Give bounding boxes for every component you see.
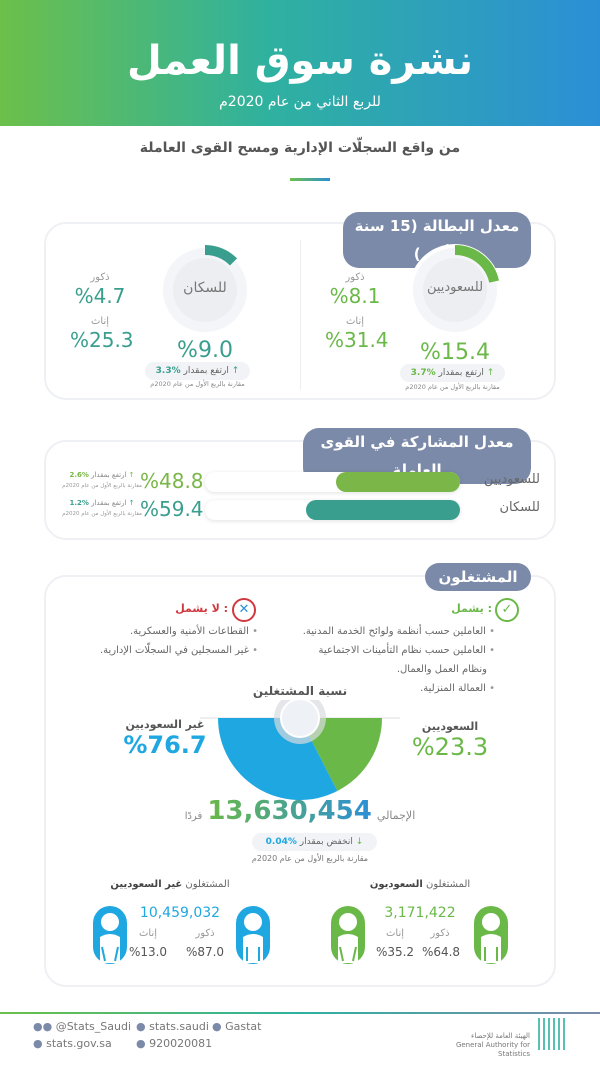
- facebook-link[interactable]: ● stats.saudi: [136, 1020, 209, 1033]
- participation-row-label: للسعوديين: [483, 472, 540, 487]
- facebook-icon: ●: [136, 1020, 146, 1033]
- hub: [280, 700, 320, 738]
- saudi-slice: [300, 718, 382, 792]
- saudi-employed-count: 3,171,422: [384, 905, 456, 921]
- saudi-unemployment-donut: [409, 244, 501, 336]
- participation-row-label: للسكان: [499, 500, 540, 515]
- includes-item: ونظام العمل والعمال.: [396, 664, 487, 675]
- population-females-value: %25.3: [70, 328, 134, 352]
- compare-note: مقارنة بالربع الأول من عام 2020م: [62, 511, 142, 517]
- non-saudi-ratio-value: %76.7: [123, 731, 207, 759]
- saudi-label: للسعوديين: [426, 280, 484, 295]
- excludes-list: القطاعات الأمنية والعسكرية.غير المسجلين …: [80, 622, 258, 660]
- saudi-females-value: %31.4: [325, 328, 389, 352]
- saudi-employed-title: المشتغلون السعوديون: [369, 879, 471, 890]
- population-unemployment-donut: [159, 244, 251, 336]
- linkedin-link[interactable]: ● Gastat: [212, 1020, 262, 1033]
- includes-item: العمالة المنزلية.: [290, 679, 495, 698]
- page-subtitle: للربع الثاني من عام 2020م: [219, 94, 381, 110]
- globe-icon: ●: [33, 1037, 43, 1050]
- non-saudi-employed-title: المشتغلون غير السعوديين: [110, 879, 230, 890]
- saudi-males-value: %8.1: [329, 284, 381, 308]
- compare-note: مقارنة بالربع الأول من عام 2020م: [62, 483, 142, 489]
- twitter-link[interactable]: ●● @Stats_Saudi: [33, 1020, 132, 1033]
- participation-value: %59.4: [140, 497, 204, 521]
- total-change-pill: انخفض بمقدار %0.04 ↓: [252, 833, 377, 851]
- participation-bar: [205, 500, 460, 520]
- employed-title: المشتغلون: [425, 563, 531, 591]
- gastat-logo: [538, 1018, 568, 1050]
- source-note: من واقع السجلّات الإدارية ومسح القوى الع…: [0, 126, 600, 182]
- non-saudi-females-pct: %13.0: [128, 945, 168, 959]
- excludes-item: القطاعات الأمنية والعسكرية.: [80, 622, 258, 641]
- saudi-ratio-value: %23.3: [411, 733, 489, 761]
- linkedin-icon: ●: [212, 1020, 222, 1033]
- females-label: إناث: [345, 316, 365, 327]
- header-banner: [0, 0, 600, 128]
- participation-bar-fill: [335, 472, 460, 492]
- non-saudi-males-pct: %87.0: [185, 945, 225, 959]
- females-label: إناث: [385, 928, 405, 939]
- males-label: ذكور: [90, 272, 110, 283]
- male-icon: [474, 906, 508, 964]
- divider: [290, 178, 330, 181]
- phone-icon: ●: [136, 1037, 146, 1050]
- saudi-label: السعوديين: [421, 720, 479, 733]
- participation-value: %48.8: [140, 469, 204, 493]
- divider: [300, 240, 301, 390]
- check-icon: ✓: [495, 598, 519, 622]
- includes-title: يشمل :: [451, 602, 492, 615]
- employed-ratio-chart: [200, 700, 400, 800]
- arrow-up-icon: ↑: [231, 366, 240, 376]
- males-label: ذكور: [345, 272, 365, 283]
- saudi-total: %15.4: [420, 340, 490, 365]
- males-label: ذكور: [430, 928, 450, 939]
- arrow-up-icon: ↑: [486, 368, 495, 378]
- org-name: الهيئة العامة للإحصاء General Authority f…: [455, 1032, 530, 1058]
- saudi-females-pct: %35.2: [375, 945, 415, 959]
- twitter-icon: ●●: [33, 1020, 53, 1033]
- female-icon: [93, 906, 127, 964]
- population-males-value: %4.7: [74, 284, 126, 308]
- compare-note: مقارنة بالربع الأول من عام 2020م: [251, 854, 369, 863]
- females-label: إناث: [90, 316, 110, 327]
- non-saudi-label: غير السعوديين: [125, 718, 205, 731]
- saudi-change-pill: ارتفع بمقدار %3.7 ↑: [400, 364, 505, 382]
- participation-change: ارتفع بمقدار %2.6 ↑: [69, 471, 135, 479]
- website-link[interactable]: ● stats.gov.sa: [33, 1037, 112, 1050]
- population-label: للسكان: [183, 280, 227, 296]
- non-saudi-employed-count: 10,459,032: [139, 905, 221, 921]
- population-total: %9.0: [177, 338, 233, 363]
- compare-note: مقارنة بالربع الأول من عام 2020م: [150, 380, 245, 388]
- ratio-title: نسبة المشتغلين: [252, 684, 348, 698]
- includes-item: العاملين حسب أنظمة ولوائح الخدمة المدنية…: [290, 622, 495, 641]
- participation-change: ارتفع بمقدار %1.2 ↑: [69, 499, 135, 507]
- phone-link[interactable]: ● 920020081: [136, 1037, 213, 1050]
- males-label: ذكور: [195, 928, 215, 939]
- includes-list: العاملين حسب أنظمة ولوائح الخدمة المدنية…: [290, 622, 495, 698]
- females-label: إناث: [138, 928, 158, 939]
- population-change-pill: ارتفع بمقدار %3.3 ↑: [145, 362, 250, 380]
- male-icon: [236, 906, 270, 964]
- arrow-up-icon: ↑: [128, 471, 135, 479]
- arrow-down-icon: ↓: [355, 837, 364, 847]
- participation-bar-fill: [305, 500, 460, 520]
- participation-bar: [205, 472, 460, 492]
- footer-divider: [0, 1012, 600, 1014]
- total-employed: الإجمالي 13,630,454 فردًا: [184, 796, 416, 826]
- x-icon: ✕: [232, 598, 256, 622]
- compare-note: مقارنة بالربع الأول من عام 2020م: [405, 383, 500, 391]
- includes-item: العاملين حسب نظام التأمينات الاجتماعية: [290, 641, 495, 660]
- arrow-up-icon: ↑: [128, 499, 135, 507]
- excludes-title: لا يشمل :: [175, 602, 228, 615]
- page-title: نشرة سوق العمل: [126, 38, 474, 84]
- saudi-males-pct: %64.8: [421, 945, 461, 959]
- female-icon: [331, 906, 365, 964]
- excludes-item: غير المسجلين في السجلّات الإدارية.: [80, 641, 258, 660]
